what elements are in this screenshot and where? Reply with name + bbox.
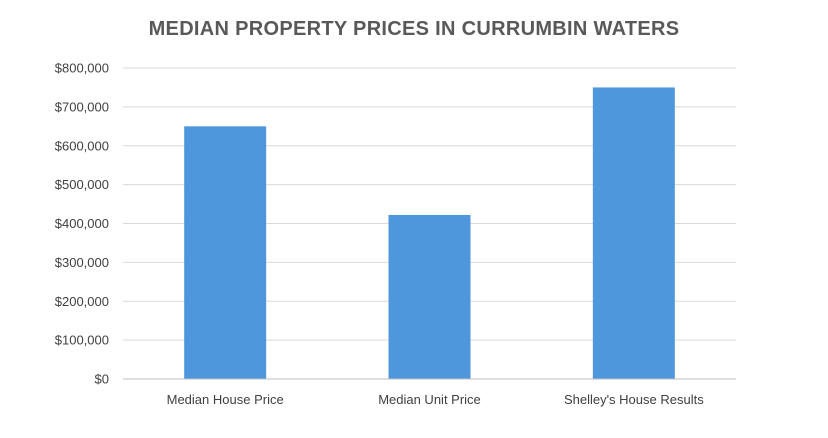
y-tick-label: $600,000 [55, 138, 109, 153]
y-tick-label: $700,000 [55, 99, 109, 114]
y-tick-label: $0 [95, 372, 109, 387]
y-tick-label: $300,000 [55, 255, 109, 270]
y-axis-tick-labels: $0 $100,000 $200,000 $300,000 $400,000 $500,0… [55, 61, 109, 387]
y-tick-label: $200,000 [55, 294, 109, 309]
x-axis-category-labels: Median House Price Median Unit Price Shell… [167, 392, 705, 407]
y-tick-label: $400,000 [55, 216, 109, 231]
x-category-label: Median House Price [167, 392, 284, 407]
bar [184, 126, 267, 379]
y-tick-label: $800,000 [55, 61, 109, 76]
y-tick-label: $500,000 [55, 177, 109, 192]
y-tick-label: $100,000 [55, 333, 109, 348]
bar [592, 87, 675, 379]
bar [388, 214, 471, 379]
bars [184, 87, 675, 379]
chart-title: MEDIAN PROPERTY PRICES IN CURRUMBIN WATE… [148, 18, 680, 40]
x-category-label: Median Unit Price [378, 392, 481, 407]
x-category-label: Shelley's House Results [564, 392, 704, 407]
